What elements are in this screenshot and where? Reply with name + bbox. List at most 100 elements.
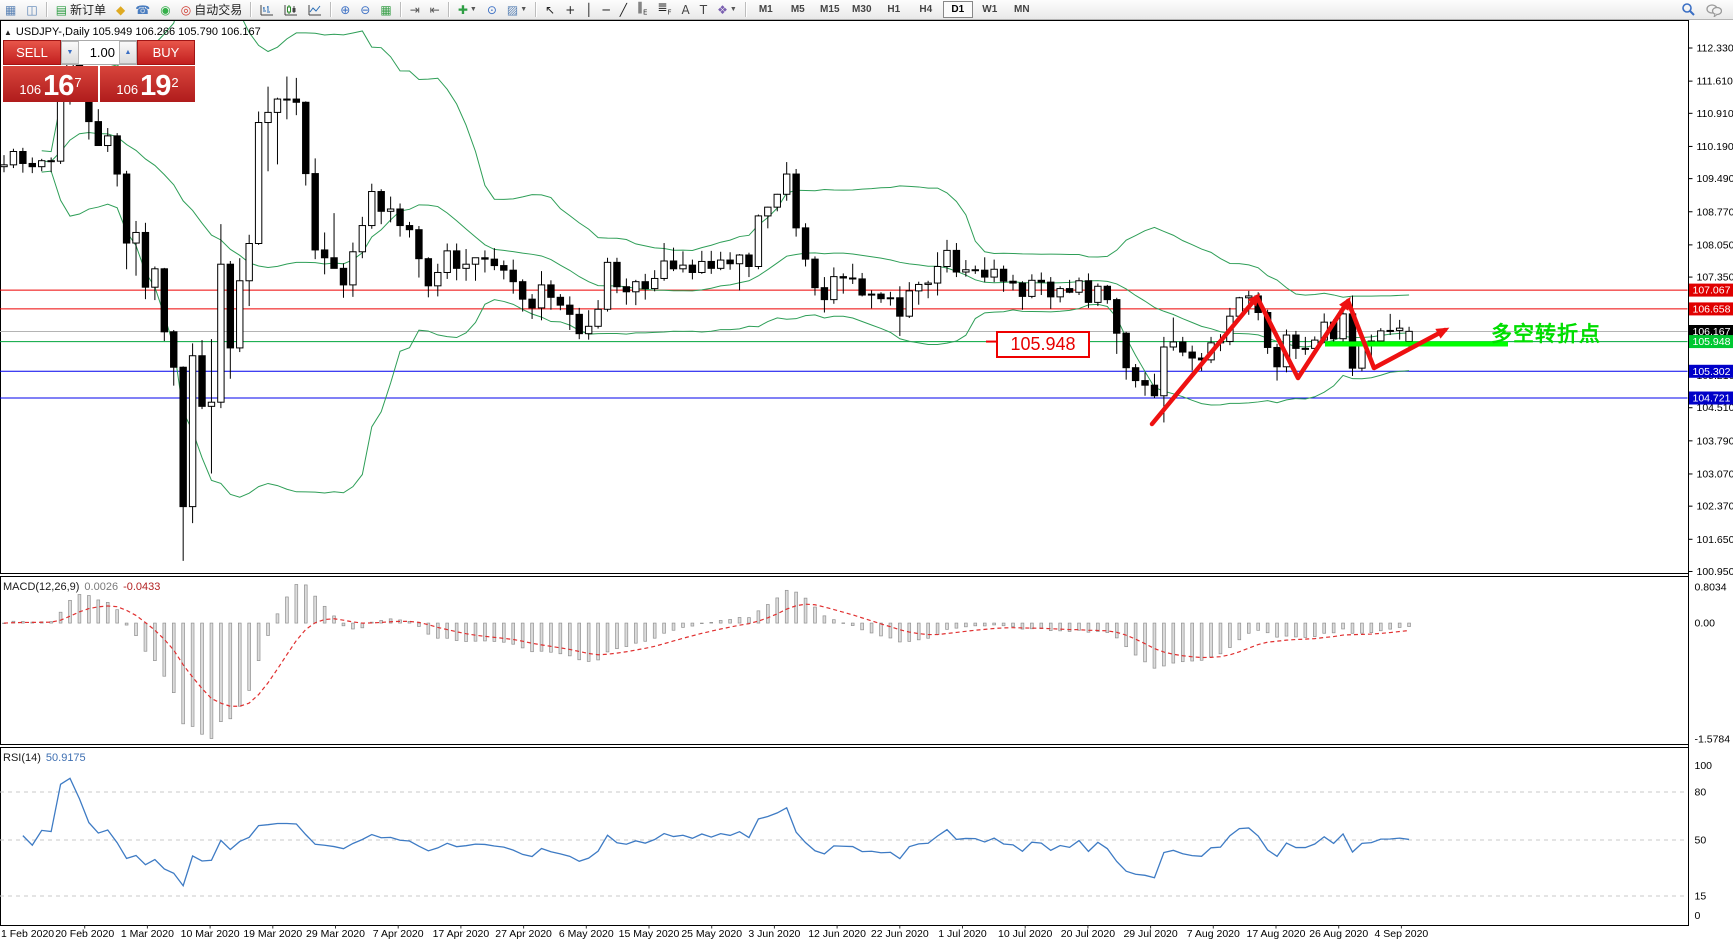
svg-text:109.490: 109.490 (1697, 173, 1733, 185)
history-center-icon[interactable]: ◆ (116, 2, 126, 17)
line-chart-icon[interactable] (304, 0, 326, 19)
volume-up-button[interactable]: ▲ (119, 41, 137, 64)
svg-text:100: 100 (1695, 760, 1713, 772)
new-chart-icon[interactable]: ▦ (5, 2, 17, 17)
svg-text:110.190: 110.190 (1697, 141, 1733, 153)
svg-text:103.790: 103.790 (1697, 435, 1733, 447)
svg-text:106.167: 106.167 (1693, 326, 1731, 338)
sell-price[interactable]: 106 16 7 (3, 66, 98, 102)
vertical-line-icon[interactable]: │ (585, 2, 593, 17)
toolbar-separator (535, 2, 538, 17)
candles-layer (0, 52, 1413, 561)
symbol-ohlc-line: ▲ USDJPY-,Daily 105.949 106.266 105.790 1… (4, 26, 261, 38)
svg-text:26 Aug 2020: 26 Aug 2020 (1309, 928, 1368, 940)
svg-text:102.370: 102.370 (1697, 501, 1733, 513)
one-click-trading-panel: SELL ▼ 1.00 ▲ BUY 106 16 7 106 19 2 (3, 40, 195, 102)
svg-text:105.302: 105.302 (1693, 366, 1731, 378)
profiles-icon[interactable]: ◫ (26, 2, 38, 17)
equidistant-channel-icon[interactable]: ∥E (636, 0, 648, 17)
svg-text:104.721: 104.721 (1693, 393, 1731, 405)
timeframe-mn[interactable]: MN (1014, 4, 1030, 15)
zoom-out-icon[interactable]: ⊖ (360, 2, 371, 17)
timeframe-m1[interactable]: M1 (758, 4, 773, 15)
timeframe-m5[interactable]: M5 (790, 4, 805, 15)
timeframe-m15[interactable]: M15 (820, 4, 840, 15)
periods-icon[interactable]: ⊙ (486, 2, 497, 17)
svg-text:20 Jul 2020: 20 Jul 2020 (1061, 928, 1115, 940)
svg-text:1 Mar 2020: 1 Mar 2020 (121, 928, 174, 940)
panel-border (0, 576, 1689, 745)
text-label-icon[interactable]: T (699, 2, 708, 17)
templates-icon[interactable]: ▨ ▼ (506, 2, 528, 17)
svg-text:25 May 2020: 25 May 2020 (681, 928, 742, 940)
tile-windows-icon[interactable]: ▦ (380, 2, 392, 17)
svg-text:12 Jun 2020: 12 Jun 2020 (808, 928, 866, 940)
svg-text:107.350: 107.350 (1697, 272, 1733, 284)
svg-text:7 Apr 2020: 7 Apr 2020 (373, 928, 424, 940)
svg-text:111.610: 111.610 (1697, 76, 1733, 88)
timeframe-m30[interactable]: M30 (852, 4, 872, 15)
auto-trading-button[interactable]: ◎ 自动交易 (180, 2, 243, 17)
svg-text:80: 80 (1695, 787, 1707, 799)
trendline-icon[interactable]: ╱ (619, 2, 627, 17)
timeframe-toolbar: M1 M5 M15 M30 H1 H4 D1 W1 MN (750, 0, 1038, 19)
svg-text:7 Aug 2020: 7 Aug 2020 (1187, 928, 1240, 940)
candlestick-chart-icon[interactable] (280, 0, 302, 19)
chart-shift-icon[interactable]: ⇤ (429, 2, 440, 17)
svg-text:15: 15 (1695, 891, 1707, 903)
timeframe-d1[interactable]: D1 (942, 1, 973, 18)
contacts-icon[interactable]: ☎ (135, 2, 151, 17)
crosshair-icon[interactable]: + (565, 2, 576, 17)
zoom-in-icon[interactable]: ⊕ (340, 2, 351, 17)
rsi-panel: 100 80 50 15 0 (0, 760, 1712, 922)
rsi-label: RSI(14) 50.9175 (3, 752, 86, 764)
arrows-icon[interactable]: ❖ ▼ (717, 2, 737, 17)
turning-point-text-annotation[interactable]: 多空转折点 (1491, 323, 1601, 346)
cursor-icon[interactable]: ↖ (545, 2, 556, 17)
toolbar-separator (744, 2, 747, 17)
time-axis[interactable]: 1 Feb 2020 20 Feb 2020 1 Mar 2020 10 Mar 20… (1, 925, 1428, 940)
toolbar-separator (447, 2, 450, 17)
horizontal-line-icon[interactable]: ─ (602, 2, 610, 17)
symbol-ohlc-text: USDJPY-,Daily 105.949 106.266 105.790 10… (15, 26, 261, 38)
trend-arrows-annotation[interactable] (1149, 293, 1450, 427)
toolbar-separator (250, 2, 253, 17)
chat-icon[interactable] (1702, 0, 1726, 19)
auto-scroll-icon[interactable]: ⇥ (409, 2, 420, 17)
buy-price[interactable]: 106 19 2 (100, 66, 195, 102)
svg-text:29 Jul 2020: 29 Jul 2020 (1123, 928, 1177, 940)
price-label-annotation[interactable]: 105.948 (996, 331, 1090, 358)
svg-text:17 Apr 2020: 17 Apr 2020 (433, 928, 490, 940)
buy-button[interactable]: BUY (137, 40, 195, 65)
timeframe-h1[interactable]: H1 (887, 4, 901, 15)
svg-text:112.330: 112.330 (1697, 43, 1733, 55)
svg-text:0.00: 0.00 (1695, 618, 1716, 630)
svg-text:10 Mar 2020: 10 Mar 2020 (181, 928, 240, 940)
oneclick-collapse-icon[interactable]: ▲ (4, 28, 12, 37)
fibonacci-icon[interactable]: ≣F (657, 0, 672, 17)
timeframe-w1[interactable]: W1 (982, 4, 998, 15)
svg-text:0: 0 (1695, 910, 1701, 922)
svg-text:108.770: 108.770 (1697, 206, 1733, 218)
svg-text:15 May 2020: 15 May 2020 (619, 928, 680, 940)
signals-icon[interactable]: ◉ (160, 2, 171, 17)
search-icon[interactable] (1677, 0, 1700, 19)
volume-input[interactable]: 1.00 (89, 45, 115, 60)
svg-text:110.910: 110.910 (1697, 108, 1733, 120)
bar-chart-icon[interactable] (256, 0, 278, 19)
indicators-icon[interactable]: ✚ ▼ (457, 2, 477, 17)
timeframe-h4[interactable]: H4 (919, 4, 933, 15)
svg-text:101.650: 101.650 (1697, 534, 1733, 546)
price-axis[interactable]: 112.330 111.610 110.910 110.190 109.490 108.7… (1688, 43, 1733, 578)
new-order-button[interactable]: ▤ 新订单 (55, 2, 107, 17)
volume-down-button[interactable]: ▼ (61, 41, 79, 64)
svg-text:50: 50 (1695, 835, 1707, 847)
text-icon[interactable]: A (681, 2, 690, 17)
sell-button[interactable]: SELL (3, 40, 61, 65)
svg-text:103.070: 103.070 (1697, 468, 1733, 480)
svg-text:3 Jun 2020: 3 Jun 2020 (748, 928, 800, 940)
svg-text:20 Feb 2020: 20 Feb 2020 (55, 928, 114, 940)
toolbar-separator (330, 2, 333, 17)
